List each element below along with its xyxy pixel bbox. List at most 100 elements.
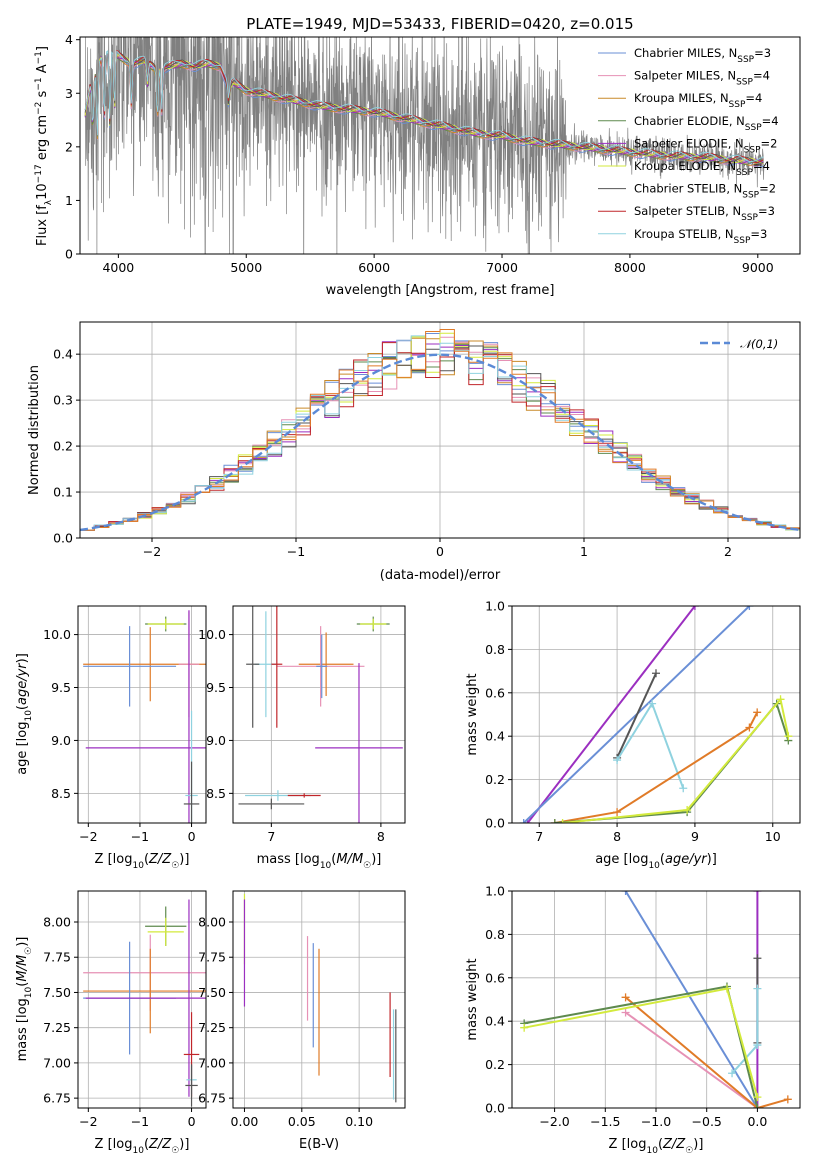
weight-marker (613, 756, 622, 765)
x-tick-label: 2 (724, 544, 732, 559)
y-tick-label: 7.25 (43, 1020, 71, 1035)
y-tick-label: 9.5 (51, 680, 71, 695)
x-tick-label: 0 (188, 829, 196, 844)
axes-frame (79, 36, 801, 255)
weight-marker (753, 1041, 762, 1050)
x-axis-label: Z [log10(Z/Z☉)] (95, 852, 190, 871)
weight-marker (558, 819, 567, 823)
y-tick-label: 0.0 (485, 816, 505, 831)
legend-entry: Chabrier STELIB, NSSP=2 (634, 182, 776, 201)
weight-marker (621, 993, 630, 1002)
y-tick-label: 0.1 (53, 485, 73, 500)
x-tick-label: 9000 (742, 260, 774, 275)
y-tick-label: 0.6 (485, 685, 505, 700)
y-axis-label: age [log10(age/yr)] (15, 653, 34, 775)
weight-line (524, 987, 759, 1098)
legend-entry: Kroupa STELIB, NSSP=3 (634, 227, 767, 246)
y-tick-label: 0.2 (485, 772, 505, 787)
y-tick-label: 8.00 (43, 915, 71, 930)
weight-marker (753, 891, 762, 895)
x-tick-label: 9 (691, 829, 699, 844)
y-tick-label: 7.25 (198, 1020, 226, 1035)
weight-marker (621, 1008, 630, 1017)
y-axis-label: Flux [fλ10−17 erg cm−2 s−1 A−1] (34, 46, 54, 246)
weight-line (526, 606, 696, 823)
weight-marker (621, 891, 630, 895)
x-tick-label: 7 (267, 829, 275, 844)
x-tick-label: 7000 (486, 260, 518, 275)
weight-line (554, 711, 759, 823)
weight-line (562, 697, 790, 823)
weight-marker (753, 984, 762, 993)
weight-marker (728, 1069, 737, 1078)
x-tick-label: −1 (287, 544, 305, 559)
y-tick-label: 9.0 (206, 733, 226, 748)
x-tick-label: 4000 (102, 260, 134, 275)
y-tick-label: 1.0 (485, 884, 505, 899)
y-tick-label: 0.0 (53, 531, 73, 546)
x-tick-label: −1 (131, 1114, 149, 1129)
plot-area (83, 899, 206, 1107)
y-tick-label: 7.75 (198, 950, 226, 965)
weight-marker (753, 1104, 762, 1108)
axes-frame (77, 605, 207, 824)
y-tick-label: 10.0 (43, 627, 71, 642)
plot-area (83, 610, 206, 823)
x-axis-label: wavelength [Angstrom, rest frame] (326, 283, 555, 298)
y-tick-label: 0.3 (53, 393, 73, 408)
weight-marker (753, 708, 762, 717)
y-tick-label: 0.4 (485, 729, 505, 744)
y-axis-label: mass [log10(M/M☉)] (15, 937, 34, 1062)
weight-marker (519, 819, 528, 823)
x-tick-label: −2 (79, 1114, 97, 1129)
x-tick-label: −1 (131, 829, 149, 844)
mass-weight-vs-age-panel: 7 8 9 10 0.0 0.2 0.4 0.6 0.8 1.0 mass weight age [l… (465, 599, 801, 871)
x-tick-label: 8000 (614, 260, 646, 275)
weight-marker (784, 732, 793, 741)
x-tick-label: 7 (535, 829, 543, 844)
x-tick-label: 0.10 (345, 1114, 373, 1129)
x-tick-label: −2 (143, 544, 161, 559)
model-spectrum-line (84, 50, 764, 162)
weight-marker (652, 669, 660, 678)
x-tick-label: 0.0 (747, 1114, 767, 1129)
x-tick-label: 1 (580, 544, 588, 559)
weight-marker (550, 819, 559, 823)
y-tick-label: 0.6 (485, 970, 505, 985)
y-tick-label: 6.75 (198, 1091, 226, 1106)
x-tick-label: 5000 (230, 260, 262, 275)
age-vs-metallicity-panel: −2 −1 0 8.5 9.0 9.5 10.0 age [log10(age/yr)] Z [… (15, 605, 207, 871)
x-axis-label: Z [log10(Z/Z☉)] (95, 1137, 190, 1156)
plot-area (84, 37, 765, 254)
y-tick-label: 4 (65, 32, 73, 47)
x-tick-label: 0 (188, 1114, 196, 1129)
x-tick-label: −1.5 (590, 1114, 620, 1129)
y-tick-label: 0.8 (485, 642, 505, 657)
weight-line (616, 672, 657, 759)
y-axis-label: mass weight (465, 673, 480, 755)
residuals-panel: −2 −1 0 1 2 0.0 0.1 0.2 0.3 0.4 Normed distributio… (27, 321, 801, 583)
y-axis-label: mass weight (465, 958, 480, 1040)
weight-marker (776, 695, 785, 704)
weight-marker (683, 805, 692, 814)
weight-marker (679, 784, 688, 793)
axes-frame (77, 890, 207, 1109)
weight-line (625, 1011, 758, 1108)
x-axis-label: E(B-V) (299, 1137, 339, 1152)
mass-vs-extinction-panel: 0.00 0.05 0.10 6.75 7.00 7.25 7.50 7.75 8.00 E(B-… (198, 890, 406, 1152)
axes-frame (511, 605, 801, 824)
y-tick-label: 8.5 (206, 786, 226, 801)
x-tick-label: −2.0 (539, 1114, 569, 1129)
y-tick-label: 1 (65, 193, 73, 208)
figure-title: PLATE=1949, MJD=53433, FIBERID=0420, z=0… (246, 15, 633, 33)
weight-marker (753, 954, 762, 963)
x-axis-label: Z [log10(Z/Z☉)] (609, 1137, 704, 1156)
mass-vs-metallicity-panel: −2 −1 0 6.75 7.00 7.25 7.50 7.75 8.00 mass [log10… (15, 890, 207, 1156)
weight-marker (690, 606, 699, 610)
weight-marker (745, 723, 754, 732)
age-vs-mass-panel: 7 8 8.5 9.0 9.5 10.0 mass [log10(M/M☉)] (198, 605, 406, 871)
x-tick-label: −2 (79, 829, 97, 844)
plot-area (519, 606, 793, 823)
y-tick-label: 1.0 (485, 599, 505, 614)
